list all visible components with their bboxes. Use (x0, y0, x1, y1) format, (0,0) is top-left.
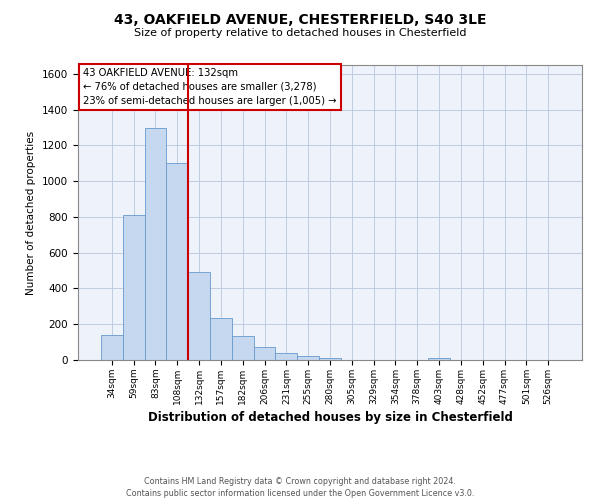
Bar (232, 336, 254, 360)
Text: Size of property relative to detached houses in Chesterfield: Size of property relative to detached ho… (134, 28, 466, 38)
Text: 43 OAKFIELD AVENUE: 132sqm
← 76% of detached houses are smaller (3,278)
23% of s: 43 OAKFIELD AVENUE: 132sqm ← 76% of deta… (83, 68, 337, 106)
Text: 43, OAKFIELD AVENUE, CHESTERFIELD, S40 3LE: 43, OAKFIELD AVENUE, CHESTERFIELD, S40 3… (114, 12, 486, 26)
Bar (166, 164, 188, 360)
Bar (210, 318, 232, 360)
Bar (254, 346, 275, 360)
X-axis label: Distribution of detached houses by size in Chesterfield: Distribution of detached houses by size … (148, 411, 512, 424)
Bar (101, 335, 123, 360)
Text: Contains HM Land Registry data © Crown copyright and database right 2024.
Contai: Contains HM Land Registry data © Crown c… (126, 476, 474, 498)
Bar (297, 356, 319, 360)
Bar (123, 215, 145, 360)
Bar (275, 353, 297, 360)
Y-axis label: Number of detached properties: Number of detached properties (26, 130, 37, 294)
Bar (428, 358, 450, 360)
Bar (188, 272, 210, 360)
Bar (145, 128, 166, 360)
Bar (319, 358, 341, 360)
